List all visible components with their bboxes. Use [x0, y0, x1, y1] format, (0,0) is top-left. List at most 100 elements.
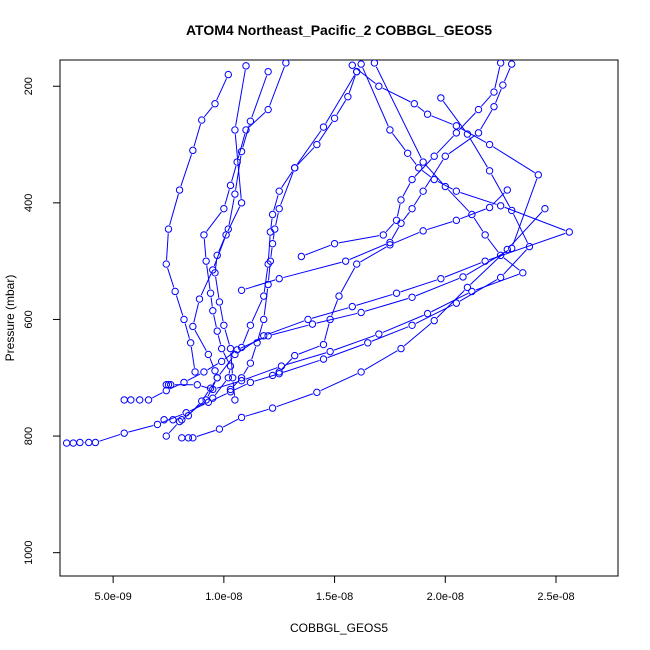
series-segment	[431, 115, 453, 125]
profile-series	[268, 186, 511, 380]
data-point	[217, 344, 226, 353]
series-segment	[327, 343, 365, 359]
series-segment	[325, 75, 355, 124]
x-tick-label: 5.0e-09	[94, 591, 131, 603]
series-segment	[431, 292, 469, 313]
series-segment	[99, 433, 121, 442]
series-segment	[184, 323, 190, 339]
data-point	[211, 100, 219, 108]
data-point	[496, 251, 505, 260]
series-segment	[459, 279, 498, 302]
series-segment	[413, 194, 422, 206]
profile-series	[162, 60, 527, 394]
data-point	[319, 340, 328, 349]
data-point	[220, 204, 228, 213]
series-segment	[436, 290, 465, 319]
series-segment	[222, 418, 239, 428]
series-segment	[231, 165, 237, 182]
series-segment	[219, 305, 224, 322]
data-point	[175, 417, 184, 426]
data-point	[508, 60, 516, 68]
series-segment	[245, 408, 269, 417]
series-segment	[281, 171, 293, 188]
data-point	[204, 350, 213, 359]
series-segment	[375, 66, 422, 159]
series-segment	[409, 156, 417, 165]
data-point	[508, 206, 516, 215]
data-point	[213, 374, 221, 382]
series-segment	[230, 352, 233, 374]
data-point	[198, 116, 206, 124]
series-segment	[268, 265, 271, 281]
data-point	[291, 351, 299, 360]
series-segment	[207, 363, 219, 371]
data-point	[485, 167, 494, 175]
series-segment	[223, 352, 230, 363]
series-segment	[276, 393, 314, 408]
series-segment	[234, 134, 242, 199]
data-point	[237, 286, 246, 295]
data-point	[419, 158, 427, 166]
profile-series	[200, 60, 290, 402]
data-point	[452, 129, 461, 137]
data-point	[264, 332, 272, 340]
y-tick-label: 800	[23, 427, 35, 445]
data-point	[217, 357, 226, 366]
data-point	[423, 110, 432, 118]
x-tick-label: 1.0e-08	[205, 591, 242, 603]
data-point	[206, 289, 215, 297]
profile-series	[162, 70, 232, 376]
data-point	[153, 420, 162, 429]
data-point	[184, 411, 193, 420]
data-point	[215, 298, 224, 306]
data-point	[364, 339, 372, 347]
data-point	[541, 204, 549, 213]
series-segment	[393, 232, 420, 244]
series-segment	[234, 383, 247, 391]
series-segment	[263, 288, 269, 316]
data-point	[224, 225, 232, 233]
data-point	[319, 123, 328, 131]
data-point	[282, 60, 290, 67]
series-segment	[371, 326, 409, 342]
series-segment	[209, 358, 214, 368]
series-segment	[417, 105, 425, 113]
series-segment	[203, 239, 207, 258]
data-point	[330, 114, 339, 123]
series-segment	[333, 334, 376, 351]
data-point	[275, 274, 283, 283]
data-point	[237, 413, 246, 422]
series-segment	[280, 171, 294, 205]
series-segment	[207, 381, 216, 397]
series-segment	[491, 174, 511, 208]
series-segment	[336, 100, 347, 115]
data-point	[503, 245, 511, 254]
data-point	[459, 273, 467, 281]
data-point	[260, 332, 268, 340]
data-point	[260, 315, 268, 324]
series-segment	[396, 203, 401, 217]
data-point	[408, 204, 416, 213]
data-point	[189, 322, 197, 331]
series-segment	[224, 329, 230, 345]
data-point	[253, 339, 261, 347]
data-point	[213, 251, 221, 260]
series-segment	[444, 262, 482, 278]
data-point	[226, 344, 235, 353]
series-segment	[167, 267, 175, 288]
series-segment	[168, 424, 178, 434]
data-point	[341, 257, 350, 265]
data-point	[209, 307, 217, 315]
data-point	[226, 362, 235, 370]
x-tick-label: 1.5e-08	[316, 591, 353, 603]
series-segment	[391, 226, 400, 240]
series-segment	[187, 373, 201, 381]
series-segment	[212, 381, 216, 385]
series-segment	[414, 158, 432, 177]
profile-series	[62, 94, 534, 447]
data-point	[175, 186, 184, 194]
series-segment	[216, 381, 238, 389]
series-segment	[251, 299, 263, 322]
data-point	[326, 315, 334, 324]
